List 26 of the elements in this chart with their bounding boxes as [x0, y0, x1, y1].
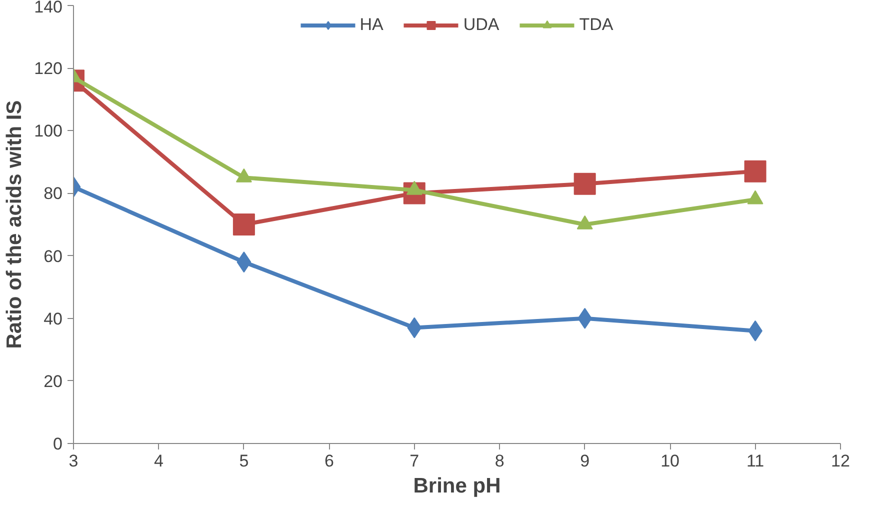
x-tick-label: 4 [154, 452, 164, 470]
x-tick-label: 8 [494, 452, 504, 470]
point [574, 172, 596, 195]
y-tick-label: 120 [34, 59, 63, 78]
point [744, 160, 766, 182]
y-tick-label: 80 [44, 184, 63, 204]
y-tick-label: 20 [44, 372, 63, 391]
x-tick-label: 9 [580, 452, 590, 470]
y-tick-label: 100 [34, 122, 63, 141]
y-tick-label: 60 [44, 246, 63, 266]
point [232, 214, 255, 236]
y-axis-title: Ratio of the acids with IS [3, 100, 26, 349]
x-tick-label: 6 [324, 452, 334, 470]
legend-label: HA [360, 15, 384, 35]
x-tick-label: 12 [831, 452, 850, 470]
x-tick-label: 3 [68, 452, 78, 470]
x-axis-title: Brine pH [413, 474, 501, 498]
y-tick-label: 40 [44, 309, 63, 328]
y-tick-label: 0 [53, 434, 63, 454]
x-tick-label: 10 [660, 452, 680, 470]
x-tick-label: 11 [746, 452, 764, 470]
x-tick-label: 7 [410, 452, 420, 470]
y-tick-label: 140 [34, 0, 63, 16]
legend-label: TDA [579, 15, 614, 35]
legend-label: UDA [463, 15, 500, 35]
x-tick-label: 5 [239, 452, 249, 470]
